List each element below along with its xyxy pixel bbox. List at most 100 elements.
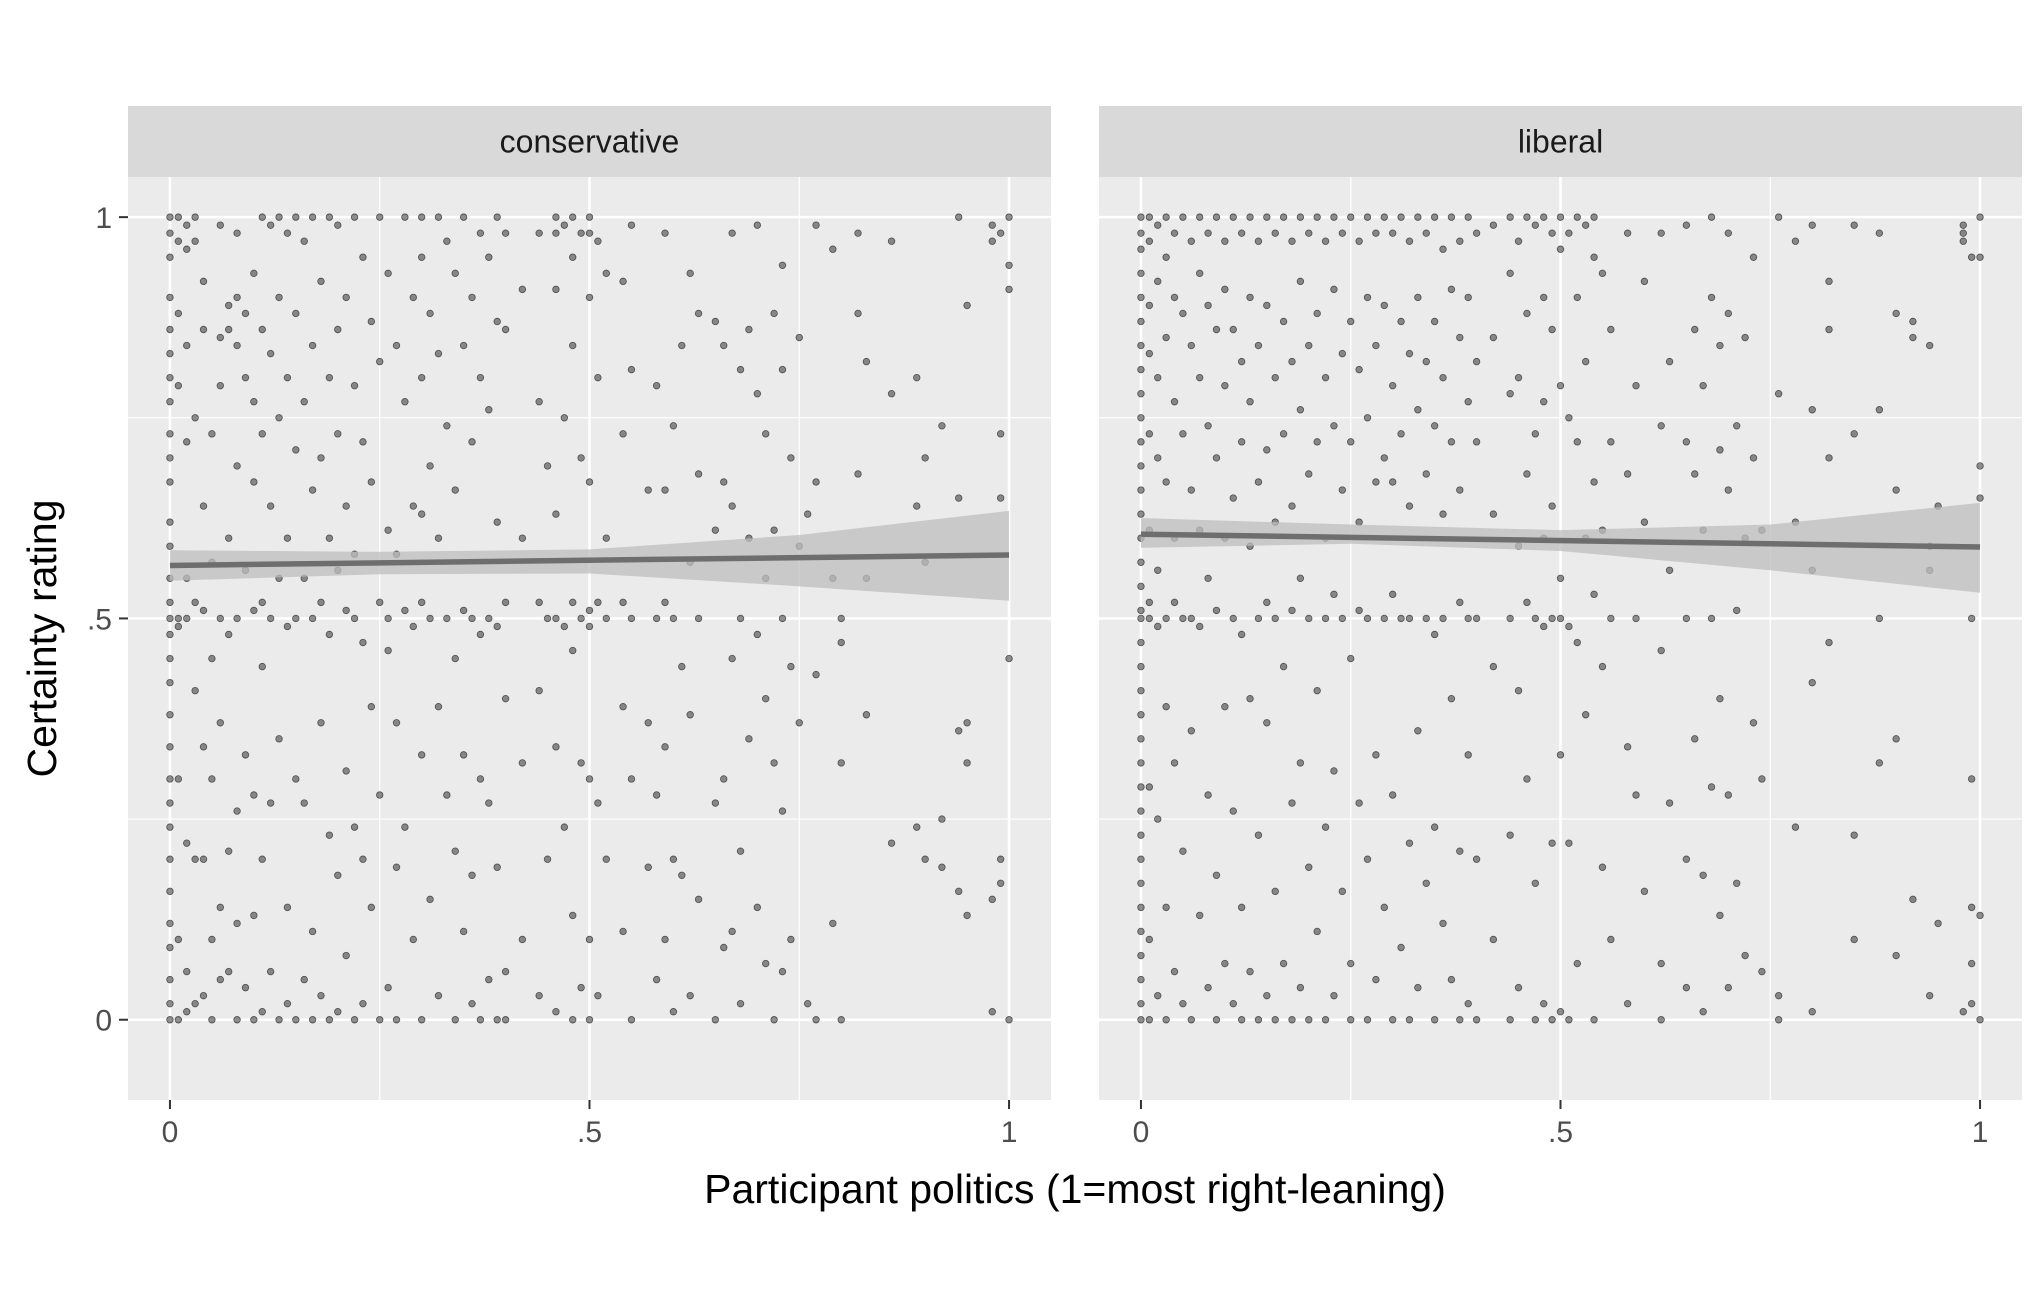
data-point [1531,430,1540,438]
data-point [1145,1016,1154,1024]
data-point [1154,454,1162,462]
data-point [334,221,342,229]
data-point [1288,502,1296,510]
data-point [585,606,594,615]
data-point [359,638,367,647]
data-point [384,526,392,534]
data-point [1347,317,1355,326]
data-point [266,349,275,358]
data-point [1581,221,1590,229]
data-point [275,1016,283,1024]
data-point [501,325,510,334]
data-point [183,221,191,229]
data-point [1430,213,1439,221]
data-point [1137,606,1145,615]
data-point [300,975,308,984]
data-point [308,927,317,936]
data-point [1489,221,1498,229]
data-point [1523,213,1531,221]
data-point [1724,983,1733,992]
data-point [1313,927,1321,936]
data-point [1556,574,1565,583]
data-point [468,871,476,879]
data-point [191,999,199,1008]
data-point [342,502,350,510]
data-point [938,863,946,871]
data-point [552,285,560,294]
data-point [1691,325,1699,334]
data-point [325,630,334,639]
data-point [166,799,174,807]
data-point [678,341,686,350]
data-point [1523,309,1531,318]
data-point [1405,502,1414,510]
data-point [325,373,334,382]
data-point [1548,1016,1556,1024]
data-point [1229,325,1237,334]
data-point [401,398,409,406]
data-point [1447,694,1456,703]
data-point [1741,333,1749,342]
data-point [862,711,871,719]
data-point [1850,831,1858,839]
data-point [1808,221,1816,229]
data-point [543,855,552,863]
data-point [1229,999,1237,1008]
data-point [652,791,661,799]
data-point [1170,759,1179,767]
data-point [1774,991,1783,1000]
regression-line [169,552,1010,569]
data-point [1850,430,1858,438]
data-point [1405,1016,1414,1024]
data-point [1229,213,1237,221]
data-point [1439,919,1447,928]
data-point [384,614,392,623]
data-point [1271,373,1279,382]
y-tick-label: 1 [95,202,112,235]
data-point [1212,213,1221,221]
data-point [720,341,728,350]
data-point [359,253,367,261]
data-point [602,269,610,278]
data-point [451,486,459,494]
data-point [1724,791,1733,799]
data-point [417,598,426,607]
data-point [426,309,434,318]
data-point [174,237,183,245]
data-point [1263,213,1271,221]
data-point [1774,213,1783,221]
data-point [1296,213,1305,221]
data-point [1330,991,1338,1000]
data-point [1288,606,1296,615]
data-point [325,1016,334,1024]
data-point [1632,614,1640,623]
data-point [552,743,560,751]
data-point [308,213,317,221]
data-point [376,791,384,799]
data-point [283,534,292,542]
data-point [1967,959,1976,968]
data-point [913,823,921,831]
data-point [1296,406,1305,414]
data-point [401,823,409,831]
data-point [166,349,174,358]
data-point [1179,847,1187,855]
data-point [1212,1016,1221,1024]
data-point [569,911,577,920]
data-point [1229,494,1237,502]
data-point [1254,1016,1263,1024]
data-point [166,454,174,462]
data-point [1288,1016,1296,1024]
data-point [1439,245,1447,253]
data-point [1556,1008,1565,1016]
data-point [292,446,300,454]
data-point [258,1008,266,1016]
data-point [1296,759,1305,767]
data-point [569,1016,577,1024]
data-point [770,309,778,318]
data-point [174,309,183,318]
data-point [1573,213,1581,221]
data-point [1271,614,1279,623]
data-point [476,1016,485,1024]
data-point [1472,357,1481,366]
